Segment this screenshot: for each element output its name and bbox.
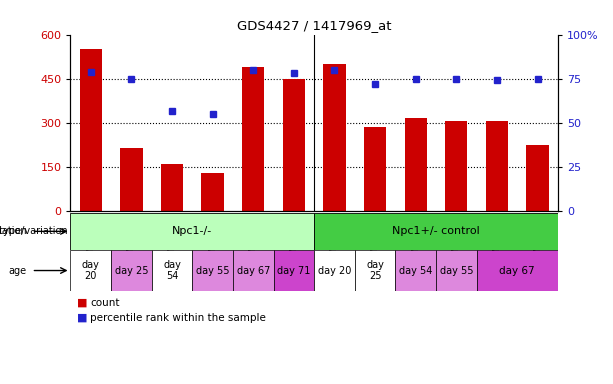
Text: ■: ■ bbox=[77, 313, 87, 323]
Text: day 20: day 20 bbox=[318, 265, 351, 276]
Text: Npc1+/- control: Npc1+/- control bbox=[392, 226, 480, 237]
Bar bbox=[152, 250, 192, 291]
Bar bbox=[192, 250, 233, 291]
Text: day 55: day 55 bbox=[196, 265, 229, 276]
Bar bbox=[405, 119, 427, 211]
Text: day 67: day 67 bbox=[237, 265, 270, 276]
Bar bbox=[283, 79, 305, 211]
Text: day
54: day 54 bbox=[163, 260, 181, 281]
Bar bbox=[395, 250, 436, 291]
Text: day 71: day 71 bbox=[277, 265, 311, 276]
Bar bbox=[80, 49, 102, 211]
Bar bbox=[202, 173, 224, 211]
Bar bbox=[314, 250, 355, 291]
Bar bbox=[161, 164, 183, 211]
Text: day 55: day 55 bbox=[440, 265, 473, 276]
Bar bbox=[355, 250, 395, 291]
Text: Npc1-/-: Npc1-/- bbox=[172, 226, 213, 237]
Bar bbox=[364, 127, 386, 211]
Text: genotype/variation: genotype/variation bbox=[0, 226, 68, 237]
Text: day 67: day 67 bbox=[500, 265, 535, 276]
Bar bbox=[477, 250, 558, 291]
Text: ■: ■ bbox=[77, 298, 87, 308]
Bar bbox=[233, 250, 273, 291]
Bar bbox=[527, 145, 549, 211]
Text: day
25: day 25 bbox=[366, 260, 384, 281]
Bar bbox=[242, 67, 264, 211]
Bar bbox=[70, 250, 111, 291]
Text: count: count bbox=[90, 298, 120, 308]
Text: day 25: day 25 bbox=[115, 265, 148, 276]
Bar bbox=[436, 250, 477, 291]
Text: day 54: day 54 bbox=[399, 265, 432, 276]
Bar bbox=[485, 121, 508, 211]
Bar bbox=[273, 250, 314, 291]
Bar bbox=[323, 64, 346, 211]
Text: age: age bbox=[9, 265, 26, 276]
Text: percentile rank within the sample: percentile rank within the sample bbox=[90, 313, 266, 323]
Bar bbox=[445, 121, 468, 211]
Bar bbox=[70, 213, 314, 250]
Title: GDS4427 / 1417969_at: GDS4427 / 1417969_at bbox=[237, 19, 392, 32]
Text: day
20: day 20 bbox=[82, 260, 100, 281]
Bar bbox=[111, 250, 152, 291]
Bar bbox=[314, 213, 558, 250]
Bar bbox=[120, 148, 143, 211]
Text: genotype/variation: genotype/variation bbox=[0, 226, 26, 237]
